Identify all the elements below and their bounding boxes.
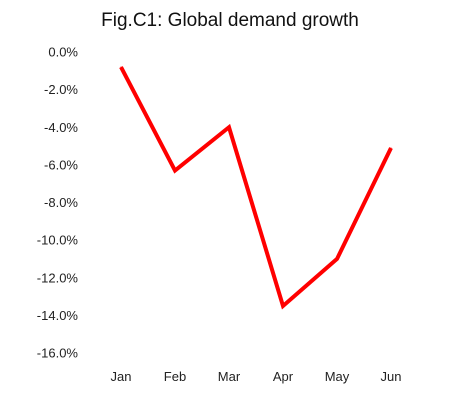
y-tick-label: 0.0% xyxy=(48,45,78,60)
y-tick-label: -16.0% xyxy=(37,346,79,361)
y-axis-ticks: 0.0% -2.0% -4.0% -6.0% -8.0% -10.0% -12.0% -14.… xyxy=(37,45,79,361)
x-axis-ticks: Jan Feb Mar Apr May Jun xyxy=(111,369,402,384)
y-tick-label: -6.0% xyxy=(44,157,78,172)
data-point xyxy=(228,126,230,128)
data-point xyxy=(282,305,284,307)
y-tick-label: -4.0% xyxy=(44,120,78,135)
x-tick-label: Jan xyxy=(111,369,132,384)
series-line xyxy=(119,66,393,310)
x-tick-label: Feb xyxy=(164,369,186,384)
y-tick-label: -10.0% xyxy=(37,233,79,248)
x-tick-label: Mar xyxy=(218,369,241,384)
data-point xyxy=(390,147,392,149)
x-tick-label: May xyxy=(325,369,350,384)
x-tick-label: Jun xyxy=(381,369,402,384)
y-tick-label: -8.0% xyxy=(44,195,78,210)
data-point xyxy=(120,66,122,68)
data-point xyxy=(174,170,176,172)
data-point xyxy=(336,258,338,260)
chart-title: Fig.C1: Global demand growth xyxy=(101,10,359,31)
y-tick-label: -14.0% xyxy=(37,308,79,323)
x-tick-label: Apr xyxy=(273,369,294,384)
y-tick-label: -2.0% xyxy=(44,82,78,97)
y-tick-label: -12.0% xyxy=(37,270,79,285)
series-group xyxy=(119,66,393,310)
